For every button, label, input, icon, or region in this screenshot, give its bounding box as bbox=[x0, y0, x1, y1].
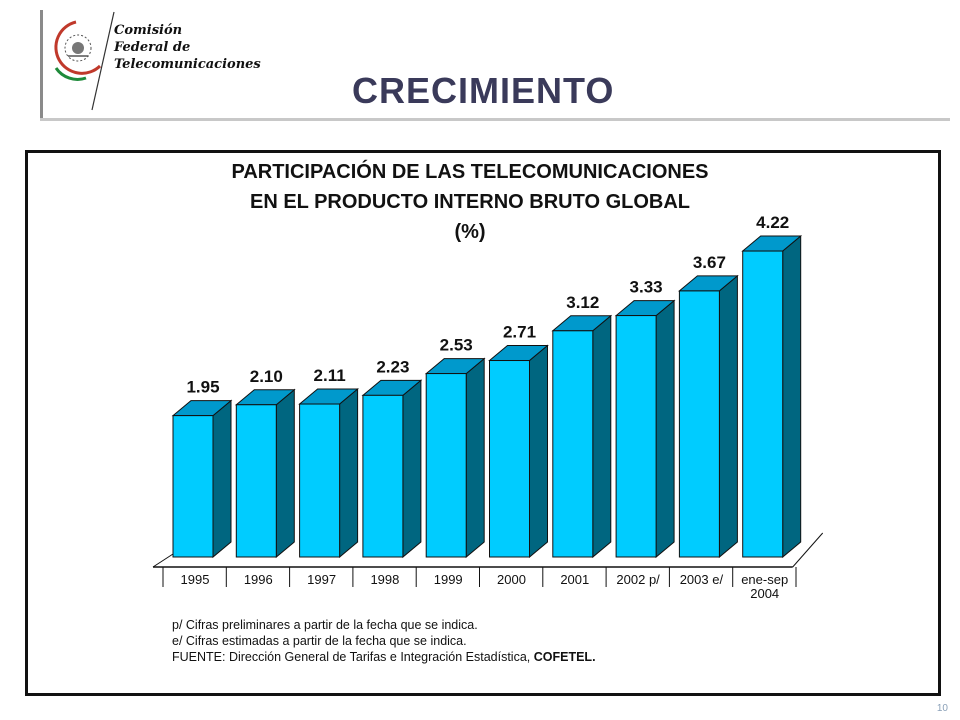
x-tick-label: 1996 bbox=[244, 572, 273, 587]
x-tick-label: 1999 bbox=[434, 572, 463, 587]
bar-side bbox=[339, 387, 359, 559]
bar bbox=[235, 404, 277, 558]
data-label: 2.53 bbox=[440, 336, 473, 355]
x-axis-depth-left bbox=[152, 553, 174, 568]
data-label: 4.22 bbox=[756, 213, 789, 232]
cofetel-logo: Comisión Federal de Telecomunicaciones bbox=[40, 10, 261, 120]
chart-notes: p/ Cifras preliminares a partir de la fe… bbox=[172, 617, 596, 665]
header-rule bbox=[40, 118, 950, 121]
data-label: 2.11 bbox=[314, 366, 346, 385]
bar bbox=[615, 315, 657, 558]
note-preliminary: p/ Cifras preliminares a partir de la fe… bbox=[172, 618, 478, 632]
bar-side bbox=[718, 274, 738, 559]
page-number: 10 bbox=[936, 703, 948, 714]
x-tick-label: 2002 p/ bbox=[616, 572, 660, 587]
data-label: 1.95 bbox=[186, 378, 219, 397]
logo-text: Comisión Federal de Telecomunicaciones bbox=[114, 22, 261, 73]
bar bbox=[742, 250, 784, 558]
bar bbox=[425, 373, 467, 558]
x-tick-label: 1997 bbox=[307, 572, 336, 587]
bar bbox=[552, 330, 594, 558]
bar bbox=[489, 360, 530, 558]
data-label: 2.71 bbox=[503, 323, 536, 342]
bar-side bbox=[592, 314, 612, 559]
bar-side bbox=[212, 399, 232, 559]
x-tick-label: 1998 bbox=[370, 572, 399, 587]
note-source-org: COFETEL. bbox=[533, 650, 596, 664]
bar-side bbox=[529, 344, 548, 559]
x-tick-label: 2000 bbox=[497, 572, 526, 587]
chart-title: PARTICIPACIÓN DE LAS TELECOMUNICACIONES … bbox=[170, 157, 770, 247]
x-axis-depth-right bbox=[792, 532, 824, 568]
bar-side bbox=[782, 234, 802, 559]
data-label: 3.33 bbox=[630, 278, 663, 297]
x-tick-label: 1995 bbox=[181, 572, 210, 587]
bar bbox=[299, 403, 341, 558]
logo-diagonal-rule bbox=[91, 11, 115, 111]
note-estimated: e/ Cifras estimadas a partir de la fecha… bbox=[172, 634, 467, 648]
bar-side bbox=[402, 379, 422, 559]
bar-side bbox=[655, 299, 675, 559]
chart-title-line-1: PARTICIPACIÓN DE LAS TELECOMUNICACIONES bbox=[231, 161, 709, 183]
logo-line-1: Comisión bbox=[114, 23, 183, 38]
chart-title-line-2: EN EL PRODUCTO INTERNO BRUTO GLOBAL bbox=[249, 191, 691, 213]
chart-title-line-3: (%) bbox=[454, 221, 486, 243]
logo-line-2: Federal de bbox=[114, 40, 191, 55]
data-label: 2.23 bbox=[376, 357, 409, 376]
bar bbox=[678, 290, 720, 558]
note-source-text: FUENTE: Dirección General de Tarifas e I… bbox=[172, 650, 534, 664]
data-label: 2.10 bbox=[250, 367, 283, 386]
x-tick-label: 2001 bbox=[560, 572, 589, 587]
data-label: 3.12 bbox=[566, 293, 599, 312]
bar-side bbox=[275, 388, 295, 559]
bar bbox=[362, 394, 404, 558]
x-tick-label: 2003 e/ bbox=[680, 572, 724, 587]
bar-side bbox=[465, 357, 485, 559]
mexican-seal-icon bbox=[54, 20, 102, 81]
note-source: FUENTE: Dirección General de Tarifas e I… bbox=[172, 649, 596, 665]
logo-vertical-rule bbox=[40, 10, 43, 120]
bar bbox=[172, 415, 214, 558]
x-tick-label: ene-sep bbox=[741, 572, 788, 587]
data-label: 3.67 bbox=[693, 253, 726, 272]
page-title: CRECIMIENTO bbox=[352, 70, 615, 111]
x-tick-label: 2004 bbox=[750, 586, 779, 601]
logo-line-3: Telecomunicaciones bbox=[114, 57, 261, 72]
